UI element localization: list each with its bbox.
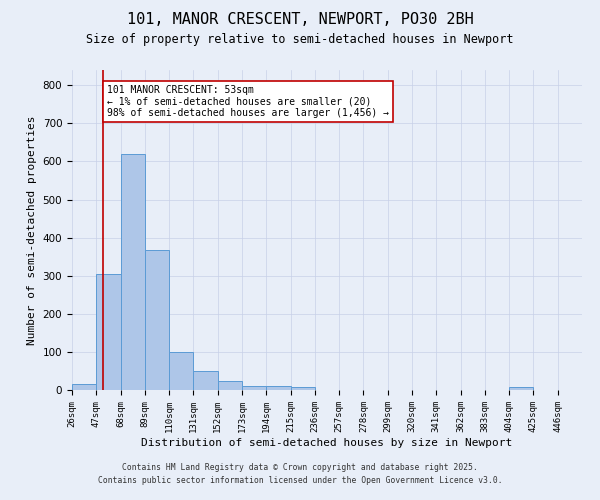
Bar	[193, 371, 218, 390]
Bar	[509, 388, 533, 390]
Bar	[290, 387, 315, 390]
Text: Contains HM Land Registry data © Crown copyright and database right 2025.: Contains HM Land Registry data © Crown c…	[122, 464, 478, 472]
Bar	[218, 381, 242, 390]
Bar	[96, 274, 121, 390]
Text: 101 MANOR CRESCENT: 53sqm
← 1% of semi-detached houses are smaller (20)
98% of s: 101 MANOR CRESCENT: 53sqm ← 1% of semi-d…	[107, 85, 389, 118]
Text: Size of property relative to semi-detached houses in Newport: Size of property relative to semi-detach…	[86, 32, 514, 46]
Text: Contains public sector information licensed under the Open Government Licence v3: Contains public sector information licen…	[98, 476, 502, 485]
Text: 101, MANOR CRESCENT, NEWPORT, PO30 2BH: 101, MANOR CRESCENT, NEWPORT, PO30 2BH	[127, 12, 473, 28]
Bar	[121, 154, 145, 390]
Bar	[169, 352, 193, 390]
Bar	[266, 386, 290, 390]
Bar	[242, 386, 266, 390]
Bar	[145, 250, 169, 390]
Bar	[72, 384, 96, 390]
Y-axis label: Number of semi-detached properties: Number of semi-detached properties	[27, 116, 37, 345]
X-axis label: Distribution of semi-detached houses by size in Newport: Distribution of semi-detached houses by …	[142, 438, 512, 448]
